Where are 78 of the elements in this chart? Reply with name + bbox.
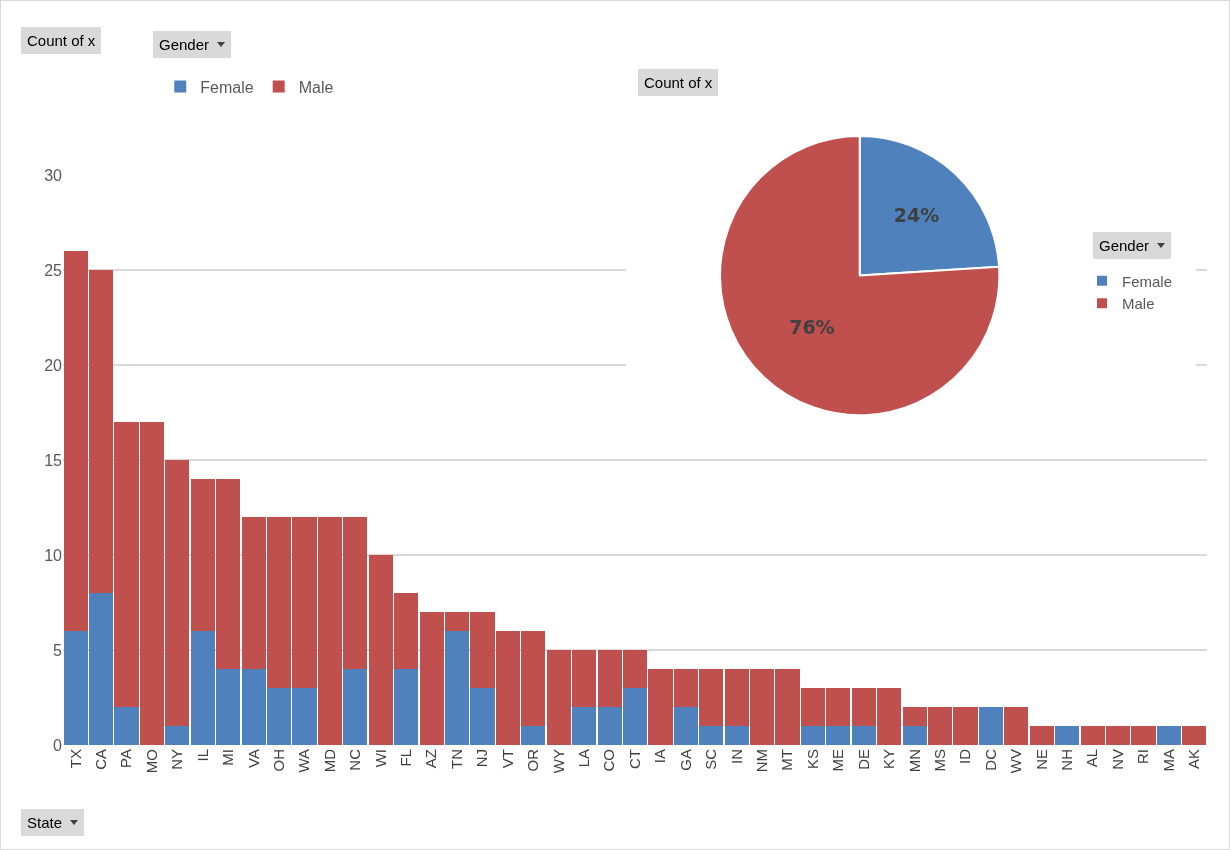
y-axis-title: Count of x (27, 32, 96, 49)
data-label: 24% (893, 204, 940, 227)
bar (394, 669, 419, 745)
x-tick-label: OH (269, 749, 287, 772)
bar (572, 707, 597, 745)
x-tick-label: OR (524, 748, 542, 772)
legend-title: Gender (159, 36, 210, 53)
x-tick-label: NM (752, 749, 770, 773)
x-tick-label: MS (930, 749, 948, 772)
x-tick-label: MI (219, 749, 237, 766)
x-tick-label: ME (829, 749, 847, 772)
x-tick-label: WY (549, 749, 567, 774)
pie-slice (719, 134, 1001, 417)
bar (343, 669, 368, 745)
y-tick-label: 30 (44, 166, 63, 184)
bar (1182, 726, 1207, 745)
x-tick-label: DC (981, 748, 999, 771)
x-tick-label: ID (956, 748, 974, 764)
data-label: 76% (789, 315, 835, 338)
bar (1004, 707, 1029, 745)
x-tick-label: WI (371, 749, 389, 768)
bar (724, 726, 749, 745)
x-tick-label: RI (1134, 749, 1152, 764)
x-tick-label: NC (346, 748, 364, 771)
x-tick-label: NH (1058, 749, 1076, 771)
x-tick-label: MD (320, 748, 338, 773)
bar (978, 707, 1003, 745)
x-tick-label: GA (676, 749, 694, 771)
x-tick-label: LA (575, 749, 593, 768)
x-tick-label: KY (880, 749, 898, 770)
y-tick-label: 5 (53, 641, 63, 659)
y-tick-label: 0 (53, 736, 63, 754)
bar (902, 726, 927, 745)
y-tick-label: 15 (44, 451, 63, 469)
x-tick-label: PA (117, 749, 135, 768)
x-tick-label: CA (92, 749, 109, 770)
bar (1029, 726, 1054, 745)
x-tick-label: NV (1108, 749, 1126, 770)
x-tick-label: TX (66, 749, 84, 769)
y-tick-label: 20 (44, 356, 63, 374)
x-tick-label: VA (244, 749, 262, 768)
x-tick-label: MO (142, 749, 160, 774)
bar (165, 726, 190, 745)
x-tick-label: WA (295, 749, 313, 773)
x-tick-label: NE (1032, 749, 1050, 770)
x-tick-label: AK (1185, 749, 1203, 770)
x-tick-label: SC (702, 748, 720, 770)
bar (521, 726, 546, 745)
x-axis-title: State (27, 814, 63, 831)
x-tick-label: CO (600, 749, 618, 772)
y-tick-label: 10 (44, 546, 63, 564)
x-tick-label: IL (193, 749, 211, 762)
legend-title: Gender (1099, 237, 1150, 254)
x-tick-label: VT (498, 749, 516, 769)
x-tick-label: NJ (473, 749, 491, 768)
chart-title: Count of x (644, 74, 713, 91)
bar (1156, 726, 1181, 745)
x-tick-label: DE (854, 749, 872, 770)
x-tick-label: IA (651, 749, 669, 764)
legend-label: Female (200, 78, 254, 96)
x-tick-label: MT (778, 749, 796, 771)
legend-label: Female (1122, 272, 1173, 290)
x-tick-label: AL (1083, 749, 1101, 768)
x-tick-label: CT (625, 749, 643, 769)
x-tick-label: WV (1007, 749, 1025, 774)
y-tick-label: 25 (44, 261, 63, 279)
legend-label: Male (298, 78, 334, 96)
bar (1055, 726, 1080, 745)
x-tick-label: MN (905, 749, 923, 773)
x-tick-label: AZ (422, 749, 440, 769)
x-tick-label: KS (803, 749, 821, 770)
legend-label: Male (1122, 295, 1155, 313)
x-tick-label: MA (1159, 749, 1177, 772)
x-tick-label: NY (168, 749, 186, 770)
x-tick-label: IN (727, 749, 745, 764)
x-tick-label: FL (397, 749, 415, 767)
x-tick-label: TN (447, 749, 465, 769)
bar (851, 726, 876, 745)
